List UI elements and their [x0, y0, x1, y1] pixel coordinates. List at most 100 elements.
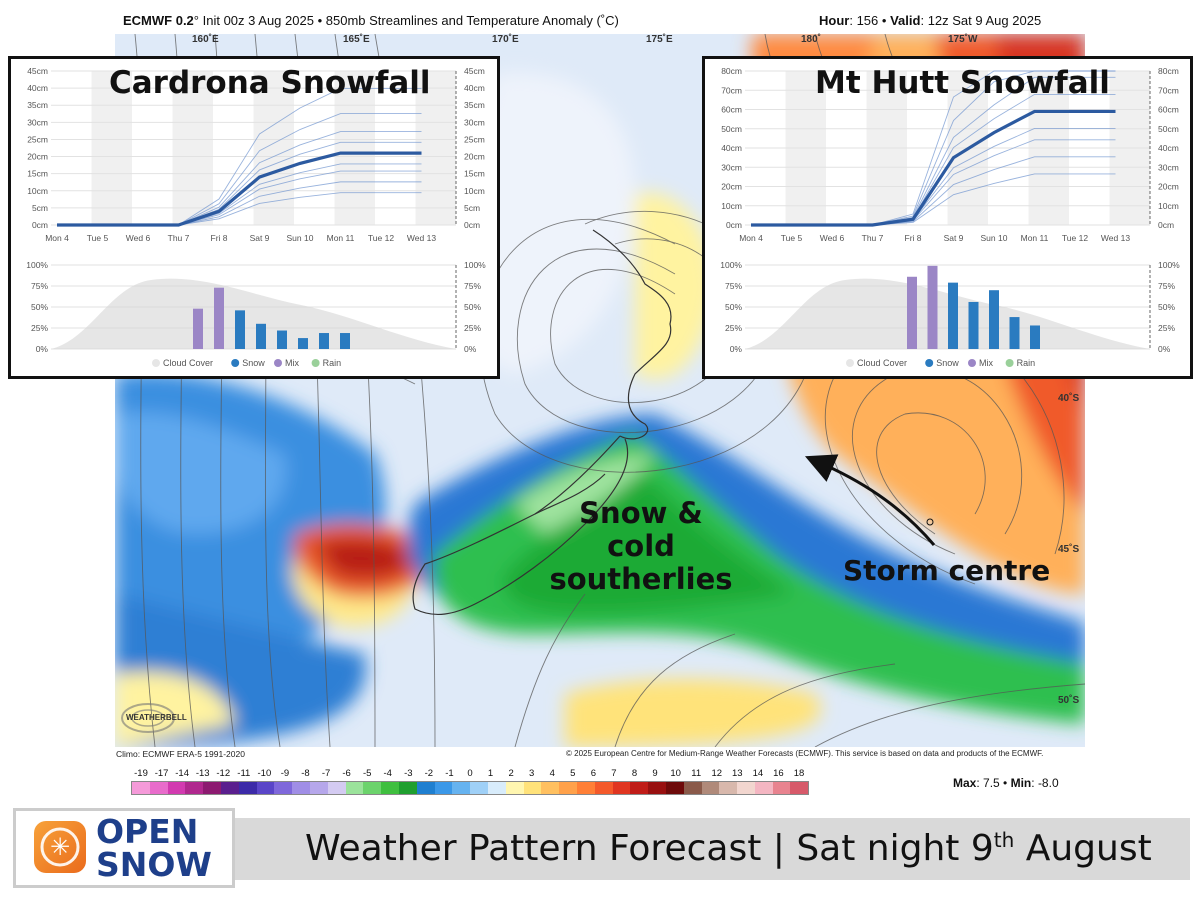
colorbar-swatch	[256, 782, 275, 794]
x-tick-label: Wed 6	[820, 233, 845, 243]
pct-tick-label: 50%	[725, 302, 742, 312]
mthutt-title: Mt Hutt Snowfall	[815, 65, 1110, 101]
y-tick-label: 10cm	[721, 201, 742, 211]
y-tick-label: 70cm	[721, 85, 742, 95]
coastlines	[412, 229, 672, 615]
y-tick-label-right: 20cm	[1158, 182, 1179, 192]
snow-annotation-line1: Snow & cold	[579, 496, 703, 563]
footer-title-end: August	[1014, 828, 1152, 869]
colorbar-swatch	[737, 782, 755, 794]
lat-label: 50˚S	[1058, 695, 1080, 706]
y-tick-label: 40cm	[721, 143, 742, 153]
footer-title-main: Weather Pattern Forecast | Sat night 9	[305, 828, 994, 869]
x-tick-label: Tue 5	[781, 233, 803, 243]
y-tick-label-right: 10cm	[1158, 201, 1179, 211]
colorbar-swatch	[772, 782, 791, 794]
colorbar-tick: -2	[424, 768, 434, 779]
y-tick-label-right: 30cm	[464, 117, 485, 127]
x-tick-label: Mon 4	[739, 233, 763, 243]
legend-label: Mix	[979, 358, 993, 368]
colorbar-swatch	[167, 782, 186, 794]
y-tick-label-right: 0cm	[464, 220, 480, 230]
colorbar-tick: -9	[280, 768, 290, 779]
product-name: 850mb Streamlines and Temperature Anomal…	[325, 13, 619, 28]
legend-label: Cloud Cover	[163, 358, 213, 368]
y-tick-label: 20cm	[721, 182, 742, 192]
colorbar-tick: -17	[154, 768, 169, 779]
colorbar-swatch	[327, 782, 346, 794]
pct-tick-label-right: 75%	[464, 281, 481, 291]
legend-swatch	[846, 359, 854, 367]
degree-symbol: °	[193, 13, 199, 28]
colorbar-swatch	[648, 782, 666, 794]
pct-tick-label-right: 25%	[1158, 323, 1175, 333]
x-tick-label: Tue 12	[1062, 233, 1088, 243]
map-header-left: ECMWF 0.2° Init 00z 3 Aug 2025 • 850mb S…	[123, 13, 619, 28]
legend-label: Mix	[285, 358, 299, 368]
snow-bar	[298, 338, 308, 349]
colorbar-tick: -5	[362, 768, 372, 779]
x-tick-label: Fri 8	[211, 233, 228, 243]
pct-tick-label-right: 0%	[464, 344, 477, 354]
colorbar-tick: 4	[549, 768, 555, 779]
init-time: Init 00z 3 Aug 2025	[202, 13, 314, 28]
legend-swatch	[231, 359, 240, 367]
colorbar-tick: -3	[404, 768, 413, 779]
colorbar-swatch	[292, 782, 310, 794]
x-tick-label: Sat 9	[944, 233, 964, 243]
hour-value: 156	[856, 13, 879, 28]
logo-text: OPEN SNOW	[96, 815, 212, 881]
y-tick-label-right: 10cm	[464, 186, 485, 196]
colorbar-swatch	[470, 782, 488, 794]
colorbar-swatch	[452, 782, 471, 794]
y-tick-label: 35cm	[27, 100, 48, 110]
pct-tick-label-right: 75%	[1158, 281, 1175, 291]
x-tick-label: Mon 11	[1021, 233, 1049, 243]
colorbar-swatch	[612, 782, 631, 794]
colorbar-tick: -11	[237, 768, 251, 779]
snow-bar	[968, 301, 979, 349]
y-tick-label: 10cm	[27, 186, 48, 196]
cardrona-chart: 45cm 45cm 40cm 40cm 35cm 35cm 30cm 30cm 25cm 25cm…	[26, 66, 486, 368]
colorbar-tick: -7	[321, 768, 331, 779]
cardrona-title: Cardrona Snowfall	[109, 65, 431, 101]
colorbar-swatch	[523, 782, 542, 794]
y-tick-label: 30cm	[721, 162, 742, 172]
snow-bar	[989, 290, 999, 349]
colorbar-tick: -1	[445, 768, 454, 779]
colorbar-swatch	[719, 782, 738, 794]
x-tick-label: Wed 13	[407, 233, 436, 243]
colorbar-tick: -12	[216, 768, 231, 779]
colorbar-tick: 0	[467, 768, 473, 779]
cloud-cover-area	[745, 278, 1150, 349]
mean-snowfall-line	[57, 151, 422, 227]
y-tick-label: 40cm	[27, 83, 48, 93]
x-tick-label: Thu 7	[862, 233, 884, 243]
colorbar-tick: 14	[752, 768, 764, 779]
colorbar-swatch	[238, 782, 257, 794]
y-tick-label-right: 45cm	[464, 66, 485, 76]
y-tick-label: 0cm	[32, 220, 48, 230]
legend-label: Rain	[1017, 358, 1036, 368]
snow-bar	[1030, 325, 1040, 349]
mix-bar	[927, 265, 938, 349]
svg-text:✳: ✳	[50, 833, 70, 861]
colorbar-swatch	[683, 782, 702, 794]
weatherbell-text: WEATHERBELL	[126, 713, 187, 722]
min-value: -8.0	[1037, 776, 1059, 790]
legend-label: Cloud Cover	[857, 358, 907, 368]
colorbar-tick: 5	[570, 768, 576, 779]
y-tick-label-right: 25cm	[464, 134, 485, 144]
colorbar-swatch	[345, 782, 364, 794]
colorbar-swatch	[220, 782, 239, 794]
x-tick-label: Tue 5	[87, 233, 109, 243]
snow-bar	[235, 310, 245, 349]
legend-swatch	[968, 359, 976, 367]
cardrona-inset: 45cm 45cm 40cm 40cm 35cm 35cm 30cm 30cm 25cm 25cm…	[8, 56, 500, 379]
pct-tick-label-right: 100%	[464, 260, 486, 270]
day-band	[334, 71, 375, 225]
colorbar-swatch	[185, 782, 204, 794]
pct-tick-label-right: 50%	[1158, 302, 1175, 312]
valid-value: 12z Sat 9 Aug 2025	[927, 13, 1042, 28]
y-tick-label-right: 5cm	[464, 203, 480, 213]
